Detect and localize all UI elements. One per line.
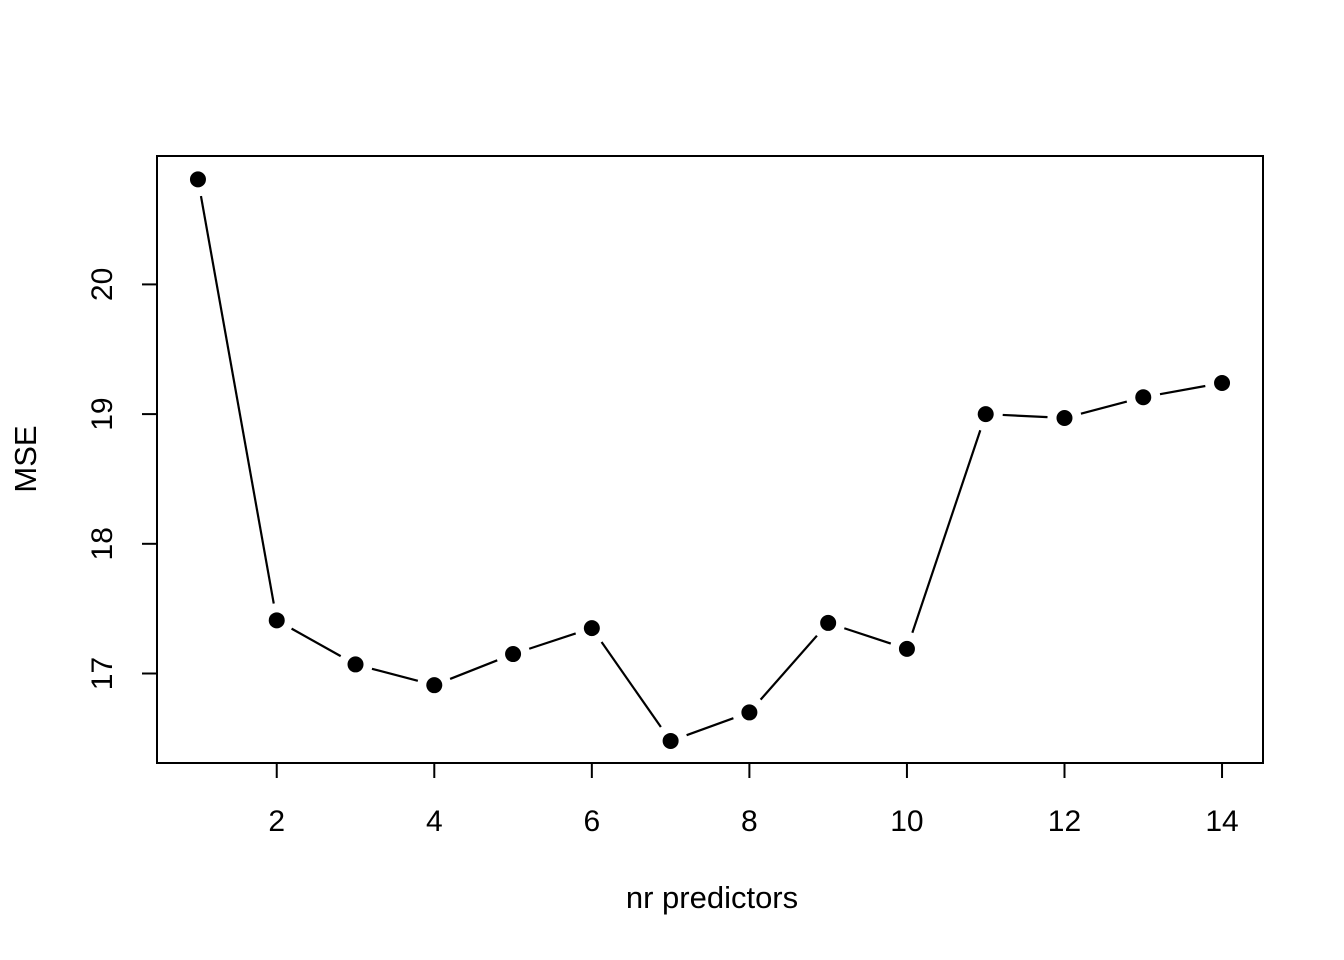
data-point (347, 656, 364, 673)
series-segment (686, 717, 734, 737)
y-axis-title: MSE (8, 425, 43, 492)
data-point (268, 612, 285, 629)
data-point (426, 677, 443, 694)
x-tick-label: 14 (1205, 805, 1238, 838)
series-data-points (189, 171, 1231, 749)
data-point (662, 732, 679, 749)
y-tick-label: 17 (86, 657, 119, 690)
data-point (977, 406, 994, 423)
series-segment (843, 627, 892, 645)
y-axis-ticks: 17 18 19 20 (86, 268, 156, 690)
x-tick-label: 6 (583, 805, 600, 838)
series-segment (600, 641, 662, 728)
series-segment (1159, 384, 1206, 396)
series-segment (449, 659, 498, 680)
series-segment (199, 195, 275, 604)
x-tick-label: 4 (426, 805, 443, 838)
series-segment (759, 634, 818, 701)
y-tick-label: 19 (86, 397, 119, 430)
series-segment (1080, 400, 1128, 415)
data-point (898, 640, 915, 657)
series-line-segments (199, 195, 1206, 737)
series-segment (911, 429, 982, 634)
x-tick-label: 8 (741, 805, 758, 838)
y-tick-label: 18 (86, 527, 119, 560)
plot-box (156, 155, 1264, 764)
data-point (189, 171, 206, 188)
data-point (741, 704, 758, 721)
x-axis-title: nr predictors (626, 880, 798, 915)
data-point (1135, 389, 1152, 406)
data-point (1214, 374, 1231, 391)
x-tick-label: 12 (1048, 805, 1081, 838)
x-axis-ticks: 2 4 6 8 10 12 14 (268, 764, 1239, 838)
data-point (1056, 409, 1073, 426)
series-segment (1002, 413, 1048, 419)
series-segment (291, 627, 342, 658)
x-tick-label: 10 (890, 805, 923, 838)
x-tick-label: 2 (268, 805, 285, 838)
y-tick-label: 20 (86, 268, 119, 301)
data-point (505, 646, 522, 663)
data-point (820, 614, 837, 631)
series-segment (528, 632, 577, 650)
data-point (583, 620, 600, 637)
series-segment (371, 667, 419, 682)
